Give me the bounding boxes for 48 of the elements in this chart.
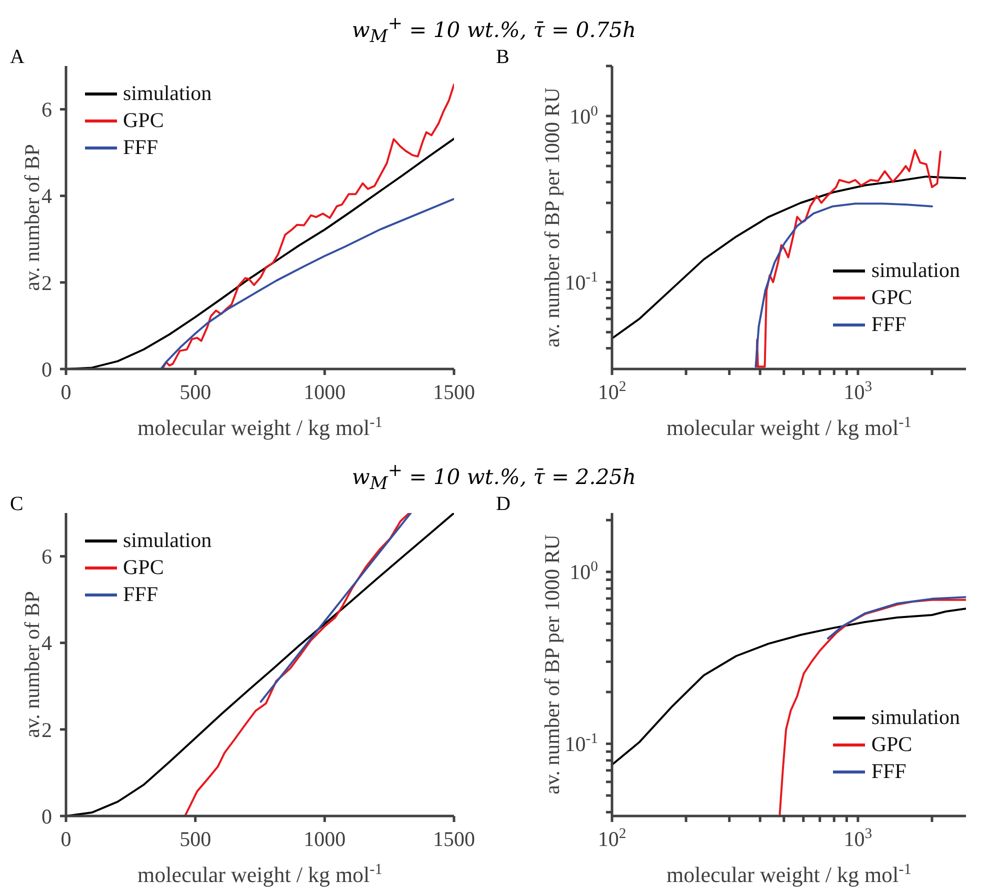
x-tick-label: 500	[180, 827, 212, 851]
y-tick-label: 4	[42, 631, 52, 656]
y-tick-label: 10$^{0}$	[570, 559, 598, 584]
y-tick-label: 2	[42, 270, 52, 295]
x-tick-label: 10$^{2}$	[598, 826, 626, 851]
legend-label: simulation	[123, 81, 212, 106]
y-tick-label: 0	[42, 804, 52, 828]
y-tick-label: 4	[42, 184, 52, 208]
y-tick-label: 2	[42, 718, 52, 742]
x-tick-label: 0	[60, 827, 72, 851]
chart-title: w$_{M}$$^{+}$ = 10 wt.%, τ̄ = 2.25h	[352, 460, 636, 494]
x-tick-label: 1500	[433, 380, 475, 404]
legend-label: FFF	[123, 582, 158, 607]
x-tick-label: 1500	[433, 827, 475, 851]
y-axis-title: av. number of BP per 1000 RU	[540, 534, 564, 794]
x-tick-label: 10$^{3}$	[844, 826, 872, 851]
x-axis-title: molecular weight / kg mol$^{-1}$	[666, 414, 912, 440]
y-axis-title: av. number of BP per 1000 RU	[540, 88, 564, 348]
legend-label: simulation	[123, 528, 212, 553]
text: C	[10, 493, 24, 516]
text: B	[496, 46, 510, 69]
y-tick-label: 10$^{-1}$	[564, 731, 598, 756]
y-tick-label: 0	[42, 357, 52, 382]
legend-label: GPC	[123, 555, 164, 580]
legend-label: GPC	[871, 285, 912, 310]
legend-label: FFF	[871, 759, 906, 784]
legend-label: FFF	[123, 135, 158, 160]
x-axis-title: molecular weight / kg mol$^{-1}$	[138, 860, 382, 887]
legend-label: FFF	[871, 312, 906, 337]
x-tick-label: 1000	[304, 380, 346, 404]
chart-title: w$_{M}$$^{+}$ = 10 wt.%, τ̄ = 0.75h	[352, 14, 636, 47]
x-axis-title: molecular weight / kg mol$^{-1}$	[666, 860, 912, 887]
y-tick-label: 6	[42, 544, 52, 569]
y-tick-label: 10$^{0}$	[570, 103, 598, 128]
text: A	[10, 46, 24, 69]
legend-label: GPC	[871, 732, 912, 757]
x-tick-label: 0	[60, 380, 72, 404]
y-tick-label: 10$^{-1}$	[564, 269, 598, 294]
x-axis-title: molecular weight / kg mol$^{-1}$	[138, 414, 382, 440]
x-tick-label: 1000	[304, 827, 346, 851]
text: D	[496, 493, 510, 516]
x-tick-label: 500	[180, 380, 212, 404]
x-tick-label: 10$^{3}$	[844, 379, 872, 404]
x-tick-label: 10$^{2}$	[598, 379, 626, 404]
legend-label: GPC	[123, 108, 164, 133]
legend-label: simulation	[871, 258, 960, 283]
legend-label: simulation	[871, 705, 960, 730]
y-tick-label: 6	[42, 98, 52, 122]
